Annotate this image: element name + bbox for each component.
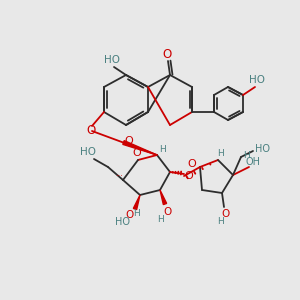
Text: HO: HO <box>80 147 96 157</box>
Text: ···: ··· <box>115 172 123 182</box>
Text: O: O <box>124 136 133 146</box>
Text: O: O <box>86 124 96 137</box>
Polygon shape <box>160 190 166 205</box>
Text: H: H <box>158 214 164 224</box>
Text: HO: HO <box>104 55 120 65</box>
Polygon shape <box>123 141 157 155</box>
Text: O: O <box>133 148 141 158</box>
Text: O: O <box>162 49 172 62</box>
Text: HO: HO <box>256 144 271 154</box>
Polygon shape <box>134 195 140 210</box>
Text: H: H <box>134 208 140 217</box>
Text: O: O <box>163 207 171 217</box>
Text: OH: OH <box>245 157 260 167</box>
Text: H: H <box>217 217 224 226</box>
Text: H: H <box>159 145 165 154</box>
Text: O: O <box>125 210 133 220</box>
Text: O: O <box>184 171 194 181</box>
Text: O: O <box>222 209 230 219</box>
Text: H: H <box>244 152 250 160</box>
Text: HO: HO <box>249 75 265 85</box>
Text: O: O <box>188 159 196 169</box>
Text: HO: HO <box>116 217 130 227</box>
Text: H: H <box>218 148 224 158</box>
